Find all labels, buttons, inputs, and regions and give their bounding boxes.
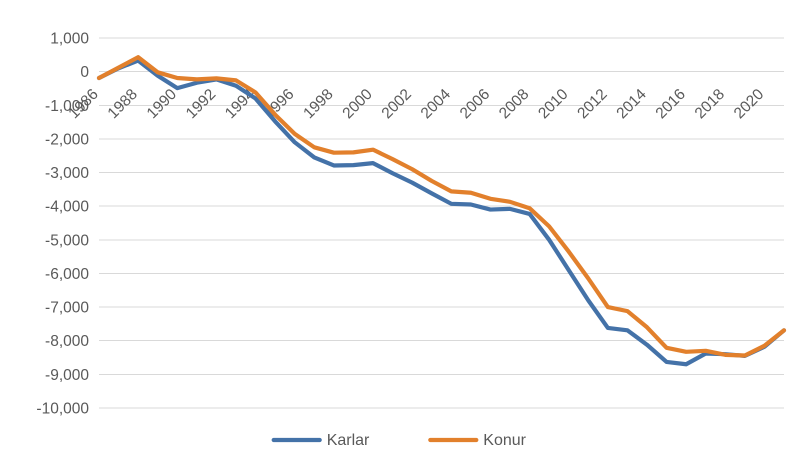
x-axis-tick-label: 2004 — [418, 86, 455, 123]
x-axis-tick-label: 2018 — [692, 86, 728, 122]
legend-item-konur[interactable]: Konur — [428, 432, 527, 449]
x-axis-tick-label: 1992 — [183, 86, 219, 122]
y-axis-tick-label: -6,000 — [45, 266, 89, 283]
y-axis-tick-label: -10,000 — [36, 401, 89, 418]
y-axis-tick-label: -2,000 — [45, 131, 89, 148]
x-axis-tick-label: 1988 — [105, 86, 141, 122]
x-axis-tick-label: 2020 — [731, 86, 768, 123]
x-axis-tick-label: 2014 — [613, 86, 650, 123]
legend-label: Konur — [483, 432, 526, 449]
x-axis-tick-label: 2000 — [339, 86, 376, 123]
x-axis-tick-label: 2006 — [457, 86, 493, 122]
x-axis-tick-label: 1998 — [300, 86, 336, 122]
y-axis-tick-label: -8,000 — [45, 333, 89, 350]
x-axis-tick-label: 2002 — [379, 86, 415, 122]
x-axis-tick-label: 1990 — [144, 86, 181, 123]
y-axis-tick-label: 1,000 — [50, 31, 89, 48]
y-axis-tick-label: -7,000 — [45, 300, 89, 317]
x-axis-tick-label: 2012 — [574, 86, 610, 122]
y-axis-tick-label: 0 — [80, 64, 89, 81]
x-axis-tick-label: 2016 — [653, 86, 689, 122]
x-axis-tick-label: 2010 — [535, 86, 572, 123]
y-axis-tick-label: -5,000 — [45, 232, 89, 249]
legend-item-karlar[interactable]: Karlar — [271, 432, 370, 449]
x-axis-tick-label: 1986 — [65, 86, 101, 122]
y-axis-tick-labels: 1,000 0 -1,000 -2,000 -3,000 -4,000 -5,000 -6,0… — [36, 31, 89, 418]
y-axis-tick-label: -3,000 — [45, 165, 89, 182]
gridlines — [99, 37, 784, 409]
x-axis-tick-labels: 1986 1988 1990 1992 1994 1996 1998 2000 2002 2004… — [65, 86, 767, 123]
legend-label: Karlar — [327, 432, 370, 449]
series-line-konur — [96, 55, 787, 358]
y-axis-tick-label: -4,000 — [45, 199, 89, 216]
chart-legend[interactable]: Karlar Konur — [271, 432, 527, 449]
x-axis-tick-label: 2008 — [496, 86, 532, 122]
y-axis-tick-label: -9,000 — [45, 367, 89, 384]
y-axis-tick-label: -1,000 — [45, 98, 89, 115]
data-series — [96, 55, 787, 367]
